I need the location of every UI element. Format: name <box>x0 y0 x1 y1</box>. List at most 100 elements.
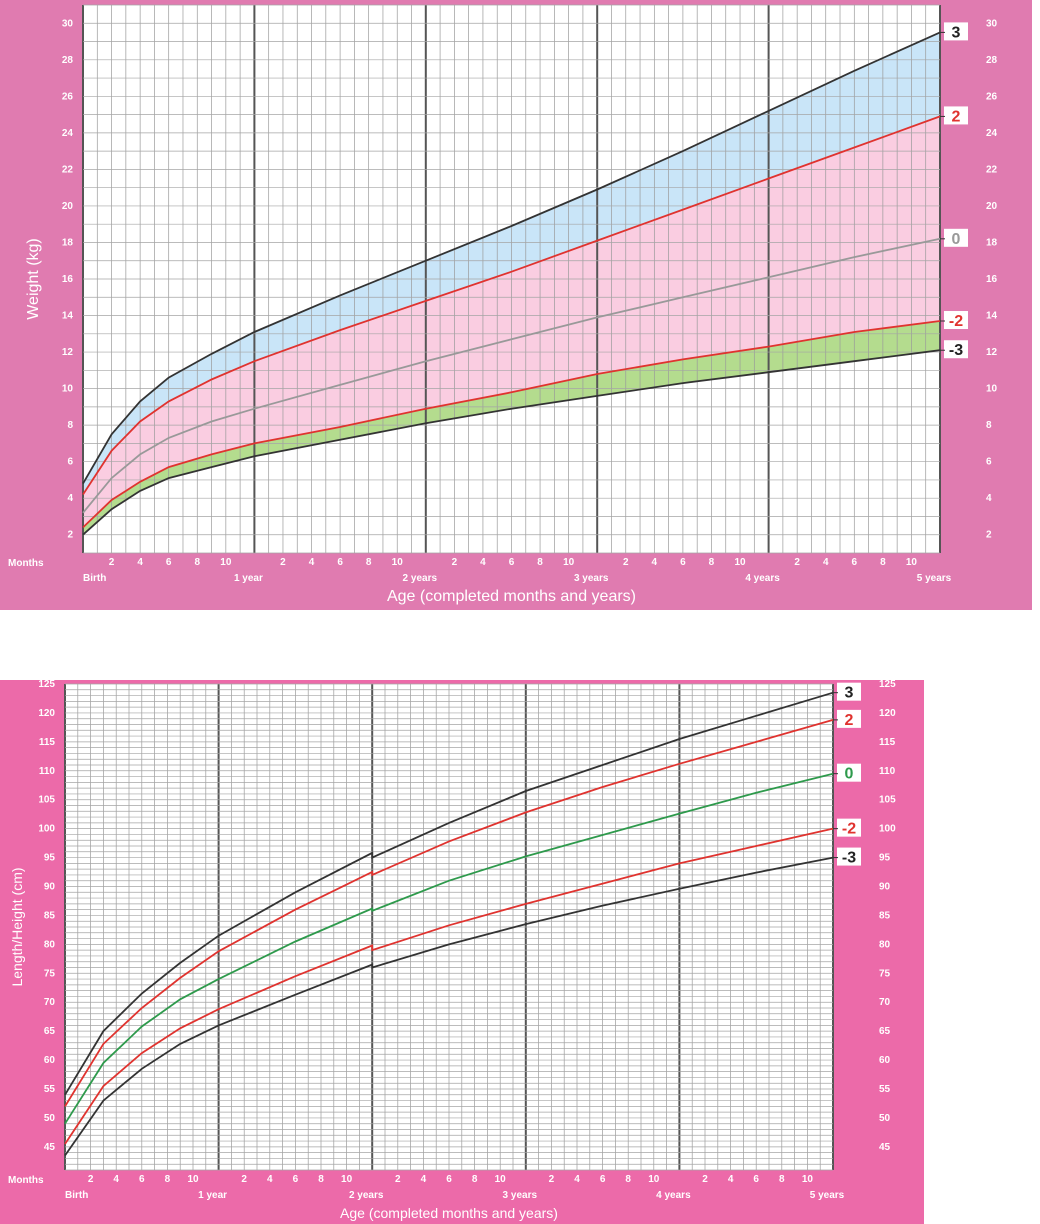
x-minor-tick-label: 8 <box>709 557 715 568</box>
y-tick-label-left: 10 <box>62 384 74 395</box>
x-major-tick-label: 1 year <box>234 573 263 584</box>
series-line-z-3 <box>64 856 834 1157</box>
grid-lines <box>82 4 941 554</box>
y-tick-label-right: 50 <box>879 1113 891 1124</box>
series-line-z2 <box>64 719 834 1107</box>
y-tick-label-right: 55 <box>879 1084 891 1095</box>
y-tick-label-left: 14 <box>62 311 74 322</box>
series-line-z-2 <box>82 320 941 529</box>
z-score-label: -2 <box>842 821 856 838</box>
x-minor-tick-label: 10 <box>563 557 575 568</box>
x-minor-tick-label: 8 <box>625 1174 631 1185</box>
y-tick-label-right: 100 <box>879 824 896 835</box>
x-minor-tick-label: 10 <box>648 1174 660 1185</box>
x-minor-tick-label: 10 <box>341 1174 353 1185</box>
y-tick-label-right: 20 <box>986 201 998 212</box>
x-minor-tick-label: 6 <box>139 1174 145 1185</box>
y-tick-label-left: 18 <box>62 237 74 248</box>
z-label-bg <box>837 709 861 728</box>
x-minor-tick-label: 10 <box>392 557 404 568</box>
y-tick-label-right: 85 <box>879 910 891 921</box>
x-minor-tick-label: 4 <box>421 1174 427 1185</box>
y-tick-label-left: 90 <box>44 882 56 893</box>
x-minor-tick-label: 8 <box>318 1174 324 1185</box>
y-tick-label-right: 105 <box>879 795 896 806</box>
x-minor-tick-label: 8 <box>880 557 886 568</box>
x-minor-tick-label: 2 <box>395 1174 401 1185</box>
series-line-z3 <box>82 31 941 485</box>
y-tick-label-right: 95 <box>879 853 891 864</box>
y-tick-label-right: 110 <box>879 766 896 777</box>
z-score-label: 2 <box>952 108 961 125</box>
x-major-tick-label: 2 years <box>403 573 438 584</box>
x-minor-tick-label: 2 <box>88 1174 94 1185</box>
x-minor-tick-label: 6 <box>600 1174 606 1185</box>
y-tick-label-left: 16 <box>62 274 74 285</box>
x-minor-tick-label: 10 <box>906 557 918 568</box>
y-axis-title: Length/Height (cm) <box>9 867 25 986</box>
series-line-z-3 <box>82 349 941 536</box>
z-score-label: -2 <box>949 313 963 330</box>
y-tick-label-left: 75 <box>44 968 56 979</box>
x-unit-label: Months <box>8 1175 44 1186</box>
y-tick-label-right: 14 <box>986 311 998 322</box>
x-major-tick-label: 3 years <box>503 1190 538 1201</box>
x-minor-tick-label: 10 <box>187 1174 199 1185</box>
x-major-tick-label: 4 years <box>656 1190 691 1201</box>
x-minor-tick-label: 8 <box>472 1174 478 1185</box>
y-tick-label-left: 100 <box>38 824 55 835</box>
x-major-tick-label: 5 years <box>917 573 952 584</box>
y-tick-label-left: 8 <box>67 420 73 431</box>
x-minor-tick-label: 8 <box>194 557 200 568</box>
y-tick-label-left: 115 <box>39 737 56 748</box>
z-score-label: 3 <box>952 24 961 41</box>
x-minor-tick-label: 2 <box>794 557 800 568</box>
x-minor-tick-label: 4 <box>823 557 829 568</box>
x-minor-tick-label: 2 <box>623 557 629 568</box>
y-tick-label-left: 2 <box>67 530 73 541</box>
y-tick-label-right: 65 <box>879 1026 891 1037</box>
y-tick-label-right: 90 <box>879 882 891 893</box>
y-tick-label-right: 80 <box>879 939 891 950</box>
grid-lines <box>64 683 834 1171</box>
x-minor-tick-label: 6 <box>166 557 172 568</box>
y-tick-label-left: 65 <box>44 1026 56 1037</box>
y-tick-label-left: 26 <box>62 91 74 102</box>
series-line-z0 <box>82 237 941 514</box>
z-label-bg <box>837 847 861 866</box>
y-tick-label-right: 115 <box>879 737 896 748</box>
y-tick-label-left: 50 <box>44 1113 56 1124</box>
x-minor-tick-label: 8 <box>537 557 543 568</box>
weight-for-age-chart: 2 2 4 4 6 6 8 8 10 10 12 12 14 14 16 16 18 18 20 20 22 22 24 24… <box>0 0 1032 610</box>
z-score-label: 0 <box>952 231 961 248</box>
x-minor-tick-label: 4 <box>113 1174 119 1185</box>
x-minor-tick-label: 6 <box>680 557 686 568</box>
x-minor-tick-label: 2 <box>452 557 458 568</box>
x-major-tick-label: 4 years <box>745 573 780 584</box>
z-label-bg <box>944 228 968 247</box>
x-minor-tick-label: 8 <box>779 1174 785 1185</box>
y-tick-label-left: 20 <box>62 201 74 212</box>
y-tick-label-right: 26 <box>986 91 998 102</box>
y-tick-label-left: 80 <box>44 939 56 950</box>
x-minor-tick-label: 4 <box>480 557 486 568</box>
series-line-z3 <box>64 691 834 1096</box>
y-tick-label-right: 4 <box>986 493 992 504</box>
z-score-label: 0 <box>845 766 854 783</box>
x-minor-tick-label: 2 <box>241 1174 247 1185</box>
y-tick-label-right: 45 <box>879 1142 891 1153</box>
y-tick-label-left: 55 <box>44 1084 56 1095</box>
y-tick-label-right: 8 <box>986 420 992 431</box>
x-minor-tick-label: 4 <box>267 1174 273 1185</box>
y-tick-label-right: 10 <box>986 384 998 395</box>
z-label-bg <box>944 22 968 41</box>
x-minor-tick-label: 4 <box>728 1174 734 1185</box>
x-minor-tick-label: 4 <box>309 557 315 568</box>
y-tick-label-right: 125 <box>879 679 896 690</box>
z-score-label: 3 <box>845 685 854 702</box>
y-tick-label-left: 125 <box>38 679 55 690</box>
series-line-z2 <box>82 115 941 495</box>
y-tick-label-right: 16 <box>986 274 998 285</box>
z-label-bg <box>837 682 861 701</box>
